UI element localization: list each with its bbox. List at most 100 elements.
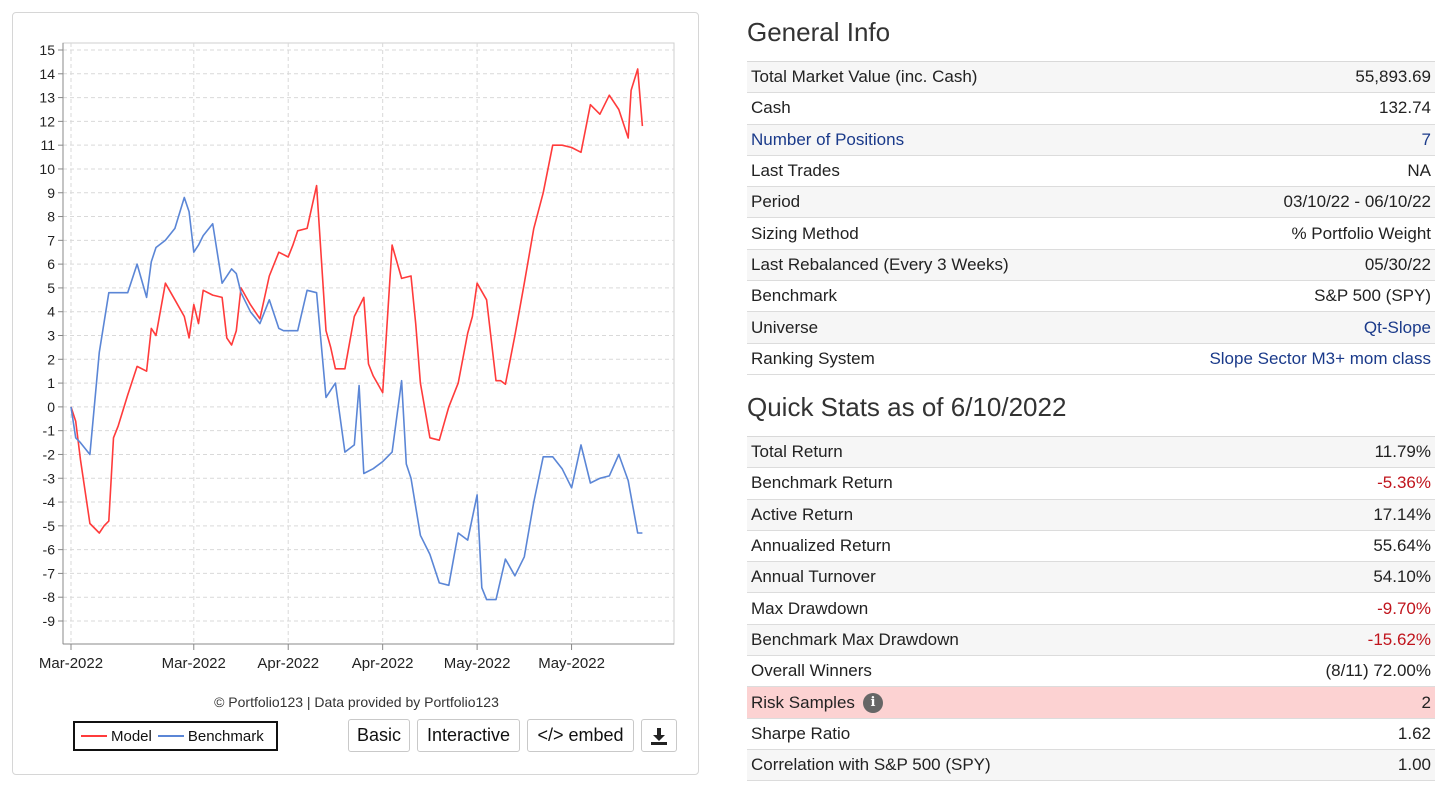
stat-label: Sizing Method	[751, 223, 859, 243]
stat-label: Total Market Value (inc. Cash)	[751, 67, 978, 87]
stat-value: 54.10%	[1373, 567, 1431, 587]
stat-row-last-rebalanced-every-3-weeks: Last Rebalanced (Every 3 Weeks) 05/30/22	[747, 249, 1435, 282]
y-tick-label: -1	[43, 423, 56, 439]
legend-label-benchmark: Benchmark	[187, 727, 264, 745]
basic-button[interactable]: Basic	[348, 719, 410, 752]
stat-label: Ranking System	[751, 348, 875, 368]
stat-label: Last Trades	[751, 161, 840, 181]
stat-row-total-market-value-inc-cash: Total Market Value (inc. Cash) 55,893.69	[747, 62, 1435, 94]
y-tick-label: 9	[47, 185, 55, 201]
stat-label: Universe	[751, 317, 819, 337]
series-line-model	[70, 68, 644, 534]
stat-label: Correlation with S&P 500 (SPY)	[751, 755, 991, 775]
y-tick-label: 10	[39, 161, 55, 177]
stat-value[interactable]: 7	[1421, 129, 1431, 149]
y-tick-label: 12	[39, 113, 55, 129]
x-tick-label: May-2022	[538, 655, 605, 672]
y-tick-label: 5	[47, 280, 55, 296]
y-tick-label: 2	[47, 351, 55, 367]
stat-value: 55,893.69	[1355, 67, 1431, 87]
legend-line-benchmark	[157, 735, 184, 737]
stat-row-cash: Cash 132.74	[747, 93, 1435, 125]
y-tick-label: -7	[43, 565, 56, 581]
stat-value: 05/30/22	[1364, 254, 1431, 274]
stat-label: Benchmark Max Drawdown	[751, 629, 959, 649]
y-tick-label: -6	[43, 542, 56, 558]
y-tick-label: 3	[47, 328, 55, 344]
chart-legend: Model Benchmark	[73, 721, 278, 751]
stat-label-wrap: Risk Samples i	[751, 692, 883, 713]
y-tick-label: -2	[43, 446, 56, 462]
stat-value: NA	[1407, 161, 1431, 181]
legend-item-benchmark[interactable]: Benchmark	[157, 727, 264, 745]
stat-value: % Portfolio Weight	[1291, 223, 1431, 243]
stat-label: Active Return	[751, 504, 854, 524]
y-tick-label: -5	[43, 518, 56, 534]
download-button[interactable]	[641, 719, 677, 752]
legend-item-model[interactable]: Model	[81, 728, 152, 745]
y-tick-label: -8	[43, 589, 56, 605]
stat-value: 11.79%	[1374, 442, 1431, 462]
stat-value: 1.00	[1397, 755, 1431, 775]
general-info-table: Total Market Value (inc. Cash) 55,893.69 C…	[747, 61, 1435, 375]
stat-label[interactable]: Number of Positions	[751, 129, 905, 149]
stat-label: Last Rebalanced (Every 3 Weeks)	[751, 254, 1009, 274]
stat-row-max-drawdown: Max Drawdown -9.70%	[747, 593, 1435, 625]
stat-value[interactable]: Qt-Slope	[1363, 317, 1431, 337]
x-tick-label: Mar-2022	[39, 655, 103, 672]
stat-row-benchmark-max-drawdown: Benchmark Max Drawdown -15.62%	[747, 624, 1435, 657]
stat-value: 17.14%	[1373, 504, 1431, 524]
stat-value: (8/11) 72.00%	[1325, 661, 1431, 681]
stat-row-universe[interactable]: Universe Qt-Slope	[747, 312, 1435, 344]
stat-value: 55.64%	[1373, 536, 1431, 556]
stat-row-total-return: Total Return 11.79%	[747, 437, 1435, 469]
interactive-button[interactable]: Interactive	[417, 719, 520, 752]
stat-value: 03/10/22 - 06/10/22	[1283, 192, 1431, 212]
stat-row-number-of-positions[interactable]: Number of Positions 7	[747, 124, 1435, 156]
info-icon[interactable]: i	[862, 692, 883, 713]
x-tick-label: May-2022	[444, 655, 511, 672]
stat-label: Period	[751, 192, 801, 212]
legend-line-model	[81, 735, 107, 737]
chart-credit: © Portfolio123 | Data provided by Portfo…	[214, 694, 499, 710]
y-tick-label: 13	[39, 90, 55, 106]
stat-label: Cash	[751, 98, 791, 118]
plot-area	[62, 42, 675, 645]
stat-label: Annualized Return	[751, 536, 891, 556]
stat-label: Risk Samples	[751, 692, 855, 712]
embed-button[interactable]: </> embed	[527, 719, 634, 752]
stat-row-correlation-with-s-p-500-spy: Correlation with S&P 500 (SPY) 1.00	[747, 749, 1435, 782]
stat-value: 2	[1421, 692, 1431, 712]
stat-label: Sharpe Ratio	[751, 723, 851, 743]
stat-value: S&P 500 (SPY)	[1314, 286, 1431, 306]
stat-label: Overall Winners	[751, 661, 872, 681]
stat-row-benchmark-return: Benchmark Return -5.36%	[747, 468, 1435, 500]
stat-row-sizing-method: Sizing Method % Portfolio Weight	[747, 218, 1435, 250]
y-tick-label: 7	[47, 232, 55, 248]
stat-value: -5.36%	[1377, 473, 1431, 493]
y-tick-label: 6	[47, 256, 55, 272]
y-tick-label: 1	[47, 375, 55, 391]
stat-row-annualized-return: Annualized Return 55.64%	[747, 531, 1435, 563]
stat-label: Benchmark Return	[751, 473, 893, 493]
stat-row-overall-winners: Overall Winners (8/11) 72.00%	[747, 656, 1435, 688]
y-tick-label: 11	[40, 137, 55, 153]
stat-value: 132.74	[1379, 98, 1431, 118]
stat-value: 1.62	[1397, 723, 1431, 743]
y-tick-label: -4	[43, 494, 56, 510]
y-tick-label: -9	[43, 613, 56, 629]
y-tick-label: -3	[43, 470, 56, 486]
stat-value[interactable]: Slope Sector M3+ mom class	[1209, 348, 1431, 368]
y-tick-label: 8	[47, 209, 55, 225]
x-tick-label: Mar-2022	[162, 655, 226, 672]
stat-label: Total Return	[751, 442, 843, 462]
stat-value: -9.70%	[1377, 598, 1431, 618]
stat-row-last-trades: Last Trades NA	[747, 156, 1435, 188]
stat-label: Benchmark	[751, 286, 837, 306]
stat-row-ranking-system[interactable]: Ranking System Slope Sector M3+ mom class	[747, 344, 1435, 375]
stat-label: Annual Turnover	[751, 567, 876, 587]
y-tick-label: 14	[39, 66, 55, 82]
download-icon	[651, 727, 667, 745]
series-line-benchmark	[70, 196, 643, 601]
y-tick-label: 15	[39, 42, 55, 58]
